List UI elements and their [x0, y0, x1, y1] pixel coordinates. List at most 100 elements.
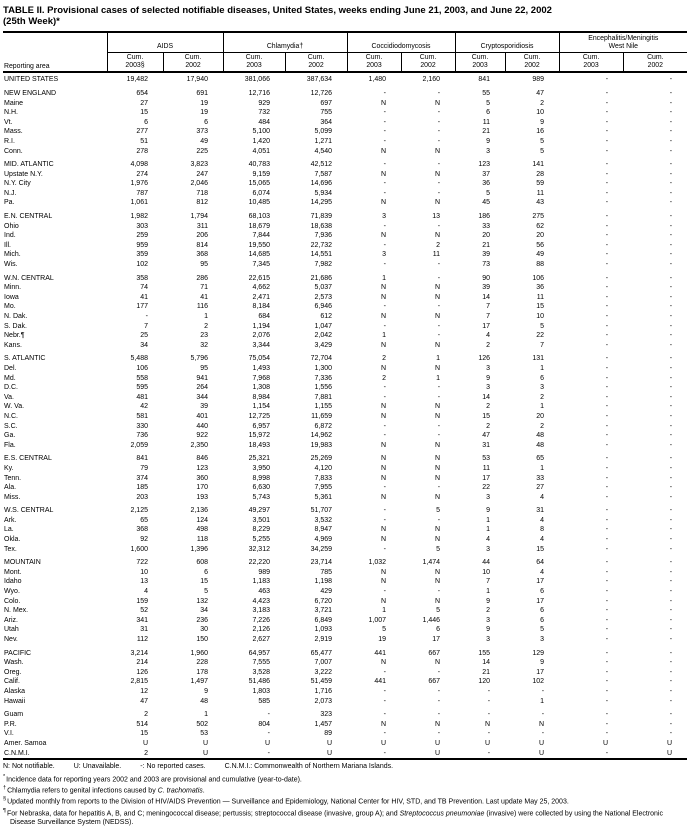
value-cell: -: [437, 393, 441, 401]
value-cell: -: [383, 432, 387, 440]
value-cell: 51,486: [248, 678, 270, 686]
value-cell: 62: [536, 222, 545, 230]
value-cell: N: [380, 341, 387, 349]
value-cell: 1,198: [314, 578, 333, 586]
value-cell: -: [669, 232, 673, 240]
value-cell: -: [383, 303, 387, 311]
value-cell: 39: [200, 403, 208, 411]
value-cell: 3,222: [314, 668, 333, 676]
value-cell: 64,957: [248, 649, 270, 657]
value-cell: 2,350: [190, 441, 208, 449]
value-cell: -: [437, 274, 441, 282]
value-cell: 6,946: [314, 303, 333, 311]
value-cell: -: [437, 422, 441, 430]
value-cell: 691: [196, 89, 208, 97]
value-cell: -: [383, 137, 387, 145]
value-cell: N: [434, 455, 441, 463]
value-cell: 7,555: [252, 659, 270, 667]
value-cell: 1,271: [314, 137, 333, 145]
value-cell: 1: [486, 526, 491, 534]
value-cell: 2,160: [422, 76, 441, 84]
value-cell: -: [437, 261, 441, 269]
value-cell: 6,849: [314, 616, 333, 624]
value-cell: 5: [436, 507, 441, 515]
value-cell: 19: [200, 99, 208, 107]
value-cell: 9: [540, 659, 545, 667]
value-cell: 2,059: [130, 441, 148, 449]
value-cell: -: [669, 432, 673, 440]
value-cell: 32: [200, 341, 208, 349]
value-cell: -: [669, 99, 673, 107]
value-cell: 8,947: [314, 526, 333, 534]
value-cell: -: [437, 668, 441, 676]
value-cell: -: [605, 76, 609, 84]
table-row: Ark. 65 124 3,501 3,532 - - 1 4 - -: [3, 516, 687, 526]
value-cell: 2,126: [252, 626, 270, 634]
value-cell: 303: [136, 222, 148, 230]
reporting-area-cell: Miss.: [4, 493, 21, 501]
footnote-text: (invasive) were collected by using the N…: [10, 809, 663, 826]
value-cell: -: [605, 213, 609, 221]
value-cell: -: [605, 464, 609, 472]
value-cell: 1,300: [314, 364, 333, 372]
value-cell: 8,998: [252, 474, 270, 482]
table-row: N. Dak. - 1 684 612 N N 7 10 - -: [3, 312, 687, 322]
table-row: Pa. 1,061 812 10,485 14,295 N N 45 43 - -: [3, 198, 687, 208]
value-cell: 124: [196, 516, 208, 524]
reporting-area-cell: MID. ATLANTIC: [4, 161, 54, 169]
value-cell: 19,482: [126, 76, 148, 84]
value-cell: 5: [540, 322, 545, 330]
value-cell: -: [605, 659, 609, 667]
value-cell: -: [605, 303, 609, 311]
subcol-westnile-cum2003: Cum. 2003: [558, 52, 624, 73]
value-cell: 3: [486, 616, 491, 624]
value-cell: 10: [536, 313, 545, 320]
value-cell: 1,396: [190, 545, 208, 553]
value-cell: 74: [140, 284, 148, 292]
value-cell: N: [380, 597, 387, 605]
value-cell: -: [383, 222, 387, 230]
value-cell: 132: [196, 597, 208, 605]
value-cell: 9,159: [252, 170, 270, 178]
reporting-area-cell: Tex.: [4, 545, 17, 553]
value-cell: 4,540: [314, 147, 333, 155]
value-cell: 15: [200, 578, 208, 586]
value-cell: -: [605, 189, 609, 197]
value-cell: 722: [136, 559, 148, 567]
table-row: N. Mex. 52 34 3,183 3,721 1 5 2 6- -: [3, 606, 687, 616]
value-cell: -: [437, 384, 441, 392]
value-cell: -: [605, 384, 609, 392]
value-cell: N: [380, 464, 387, 472]
value-cell: U: [202, 739, 208, 747]
value-cell: 11: [536, 189, 545, 197]
value-cell: N: [434, 341, 441, 349]
value-cell: 278: [136, 147, 148, 155]
value-cell: 4,051: [252, 147, 270, 155]
value-cell: 7: [144, 322, 148, 330]
value-cell: N: [434, 526, 441, 534]
value-cell: -: [669, 199, 673, 207]
value-cell: 1,474: [422, 559, 441, 567]
value-cell: 90: [482, 274, 491, 282]
value-cell: -: [605, 241, 609, 249]
value-cell: -: [669, 403, 673, 411]
value-cell: U: [666, 749, 673, 757]
value-cell: N: [380, 293, 387, 301]
value-cell: 31: [482, 441, 491, 449]
value-cell: 22: [536, 332, 545, 340]
value-cell: 6,074: [252, 189, 270, 197]
value-cell: 1,061: [130, 199, 148, 207]
value-cell: 21,686: [310, 274, 333, 282]
value-cell: 1: [382, 332, 387, 340]
col-group-aids: AIDS: [106, 32, 223, 53]
value-cell: 373: [196, 128, 208, 136]
subcol-aids-cum2003: Cum. 2003§: [106, 52, 163, 73]
table-row: Ala. 185 170 6,630 7,955 - - 22 27 - -: [3, 483, 687, 493]
value-cell: -: [669, 118, 673, 126]
value-cell: 11: [432, 251, 441, 259]
value-cell: 989: [258, 568, 270, 576]
value-cell: -: [605, 455, 609, 463]
value-cell: 3: [540, 384, 545, 392]
reporting-area-cell: Nebr.¶: [4, 332, 25, 340]
value-cell: 150: [196, 636, 208, 643]
